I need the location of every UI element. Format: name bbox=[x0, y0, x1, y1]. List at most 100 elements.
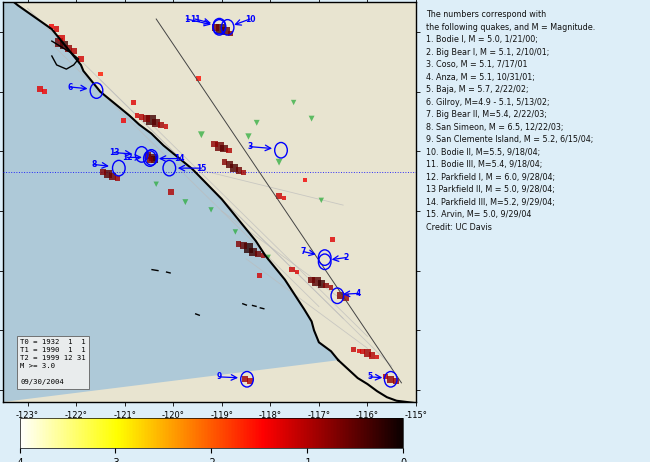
Point bbox=[150, 156, 160, 163]
Text: T0 = 1932  1  1
T1 = 1990  1  1
T2 = 1999 12 31
M >= 3.0

09/30/2004: T0 = 1932 1 1 T1 = 1990 1 1 T2 = 1999 12… bbox=[20, 339, 86, 385]
Point bbox=[145, 157, 155, 164]
Text: 9: 9 bbox=[216, 372, 222, 382]
Point bbox=[211, 24, 221, 31]
Point bbox=[292, 268, 302, 276]
Point bbox=[253, 250, 263, 258]
Point bbox=[64, 45, 74, 53]
Text: 2: 2 bbox=[343, 253, 348, 262]
Text: 12: 12 bbox=[122, 153, 133, 162]
Point bbox=[321, 282, 332, 289]
Point bbox=[243, 244, 254, 252]
Point bbox=[151, 181, 161, 188]
Point bbox=[229, 164, 239, 172]
Point bbox=[76, 55, 86, 63]
Point bbox=[391, 377, 401, 385]
Point bbox=[230, 228, 240, 236]
Point bbox=[112, 175, 123, 182]
Polygon shape bbox=[151, 269, 159, 271]
Point bbox=[151, 119, 161, 127]
Point bbox=[226, 30, 236, 37]
Polygon shape bbox=[259, 308, 265, 309]
Point bbox=[214, 143, 224, 150]
Polygon shape bbox=[0, 0, 338, 402]
Point bbox=[128, 99, 138, 106]
Point bbox=[98, 169, 108, 176]
Point bbox=[95, 70, 105, 78]
Point bbox=[166, 188, 176, 196]
Point bbox=[47, 23, 57, 30]
Point bbox=[58, 42, 69, 49]
Point bbox=[107, 173, 118, 180]
Point bbox=[306, 115, 317, 122]
Point bbox=[40, 88, 50, 96]
Point bbox=[206, 206, 216, 213]
Point bbox=[239, 242, 249, 249]
Text: 6: 6 bbox=[68, 83, 73, 91]
Point bbox=[209, 140, 220, 148]
Polygon shape bbox=[252, 305, 257, 306]
Point bbox=[219, 145, 229, 152]
Point bbox=[216, 25, 226, 33]
Point bbox=[240, 376, 250, 383]
Point bbox=[156, 122, 166, 129]
Point bbox=[367, 352, 378, 359]
Polygon shape bbox=[52, 41, 79, 69]
Text: 11: 11 bbox=[190, 14, 200, 24]
Point bbox=[68, 48, 79, 55]
Text: 8: 8 bbox=[92, 160, 98, 169]
Point bbox=[354, 347, 364, 355]
Point bbox=[385, 376, 396, 383]
Point bbox=[34, 85, 45, 92]
Point bbox=[274, 193, 284, 200]
Point bbox=[311, 278, 322, 285]
Polygon shape bbox=[166, 272, 171, 273]
Point bbox=[335, 292, 346, 299]
Text: 14: 14 bbox=[174, 154, 185, 163]
Point bbox=[141, 115, 151, 122]
Point bbox=[306, 276, 317, 283]
Point bbox=[348, 346, 359, 353]
Point bbox=[143, 152, 153, 159]
Point bbox=[146, 117, 157, 124]
Point bbox=[274, 158, 284, 166]
Point bbox=[196, 131, 207, 139]
Point bbox=[103, 170, 113, 178]
Point bbox=[258, 252, 268, 260]
Point bbox=[224, 146, 234, 154]
Point bbox=[148, 154, 158, 161]
Point bbox=[131, 112, 142, 119]
Point bbox=[233, 240, 244, 248]
Point bbox=[57, 34, 67, 42]
Point bbox=[219, 158, 229, 166]
Point bbox=[287, 266, 298, 273]
Point bbox=[118, 117, 129, 124]
Point bbox=[279, 194, 289, 201]
Point bbox=[245, 377, 255, 385]
Text: 10: 10 bbox=[244, 14, 255, 24]
Polygon shape bbox=[195, 314, 200, 316]
Point bbox=[252, 119, 262, 127]
Point bbox=[51, 25, 62, 33]
Text: 5: 5 bbox=[367, 372, 372, 382]
Point bbox=[326, 284, 336, 291]
Point bbox=[54, 39, 64, 47]
Point bbox=[372, 353, 382, 361]
Point bbox=[193, 75, 203, 82]
Point bbox=[243, 133, 254, 140]
Point bbox=[220, 27, 231, 35]
Text: 3: 3 bbox=[247, 142, 253, 151]
Text: 1: 1 bbox=[184, 14, 189, 24]
Point bbox=[289, 99, 299, 106]
Point bbox=[316, 280, 326, 287]
Point bbox=[328, 236, 338, 243]
Point bbox=[341, 294, 351, 301]
Point bbox=[254, 272, 265, 279]
Text: 13: 13 bbox=[109, 148, 119, 157]
Point bbox=[381, 373, 391, 381]
Point bbox=[224, 161, 234, 168]
Point bbox=[300, 176, 311, 184]
Point bbox=[248, 248, 259, 255]
Point bbox=[180, 199, 190, 206]
Polygon shape bbox=[242, 304, 247, 305]
Point bbox=[362, 349, 372, 357]
